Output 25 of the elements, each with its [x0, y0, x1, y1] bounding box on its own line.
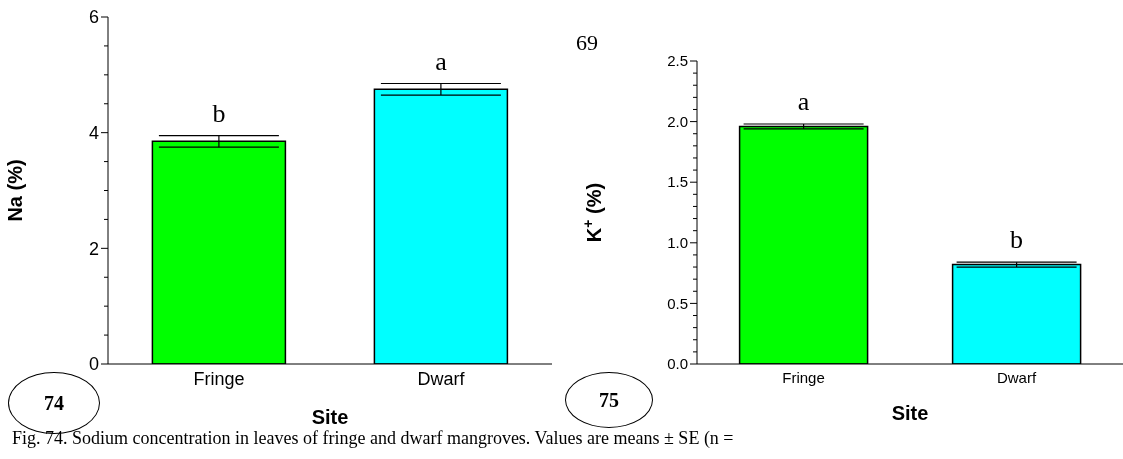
y-tick-label: 0.0 [667, 355, 688, 373]
x-tick-label: Dwarf [417, 368, 466, 389]
y-tick-label: 1.0 [667, 234, 688, 252]
x-tick-label: Fringe [193, 368, 245, 389]
x-axis-title: Site [891, 402, 929, 424]
y-tick-label: 2 [88, 238, 99, 259]
annotation: a [797, 87, 810, 117]
caption: Fig. 74. Sodium concentration in leaves of fringe and dwarf mangroves. Values are means ± SE (n = [12, 428, 734, 449]
y-tick-label: 2.5 [667, 52, 688, 70]
x-tick-label: Dwarf [996, 368, 1037, 386]
x-axis-title: Site [311, 406, 349, 428]
y-tick-label: 0.5 [667, 294, 688, 312]
y-tick-label: 0 [88, 354, 99, 375]
annotation: a [435, 46, 448, 76]
annotation: b [1010, 225, 1023, 255]
text: 75 [599, 388, 619, 412]
annotation: b [212, 98, 226, 128]
y-axis-title: Na (%) [4, 159, 26, 222]
y-tick-label: 1.5 [667, 173, 688, 191]
text: 69 [576, 30, 598, 56]
y-tick-label: 6 [88, 7, 99, 28]
y-tick-label: 2.0 [667, 112, 688, 130]
x-tick-label: Fringe [782, 368, 825, 386]
text: 74 [44, 391, 64, 415]
y-tick-label: 4 [88, 122, 99, 143]
